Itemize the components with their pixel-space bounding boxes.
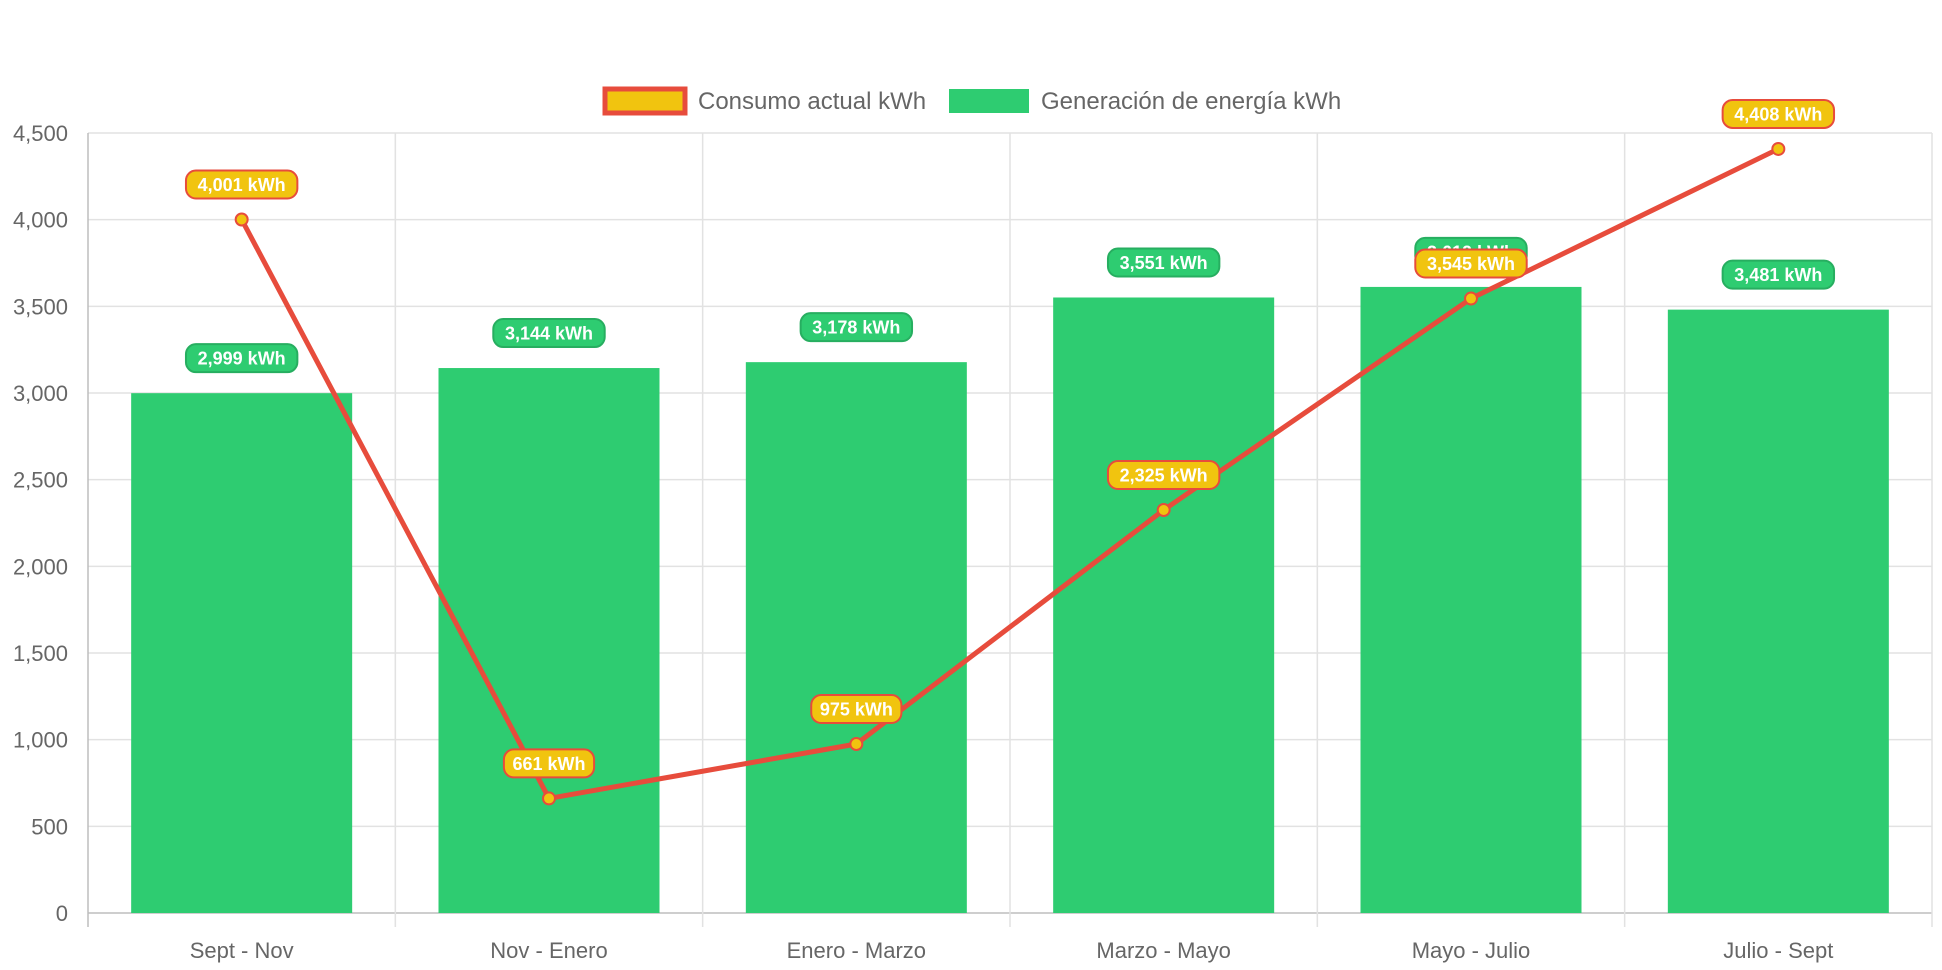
bar-data-label-bg bbox=[799, 312, 914, 343]
line-data-label: 4,408 kWh bbox=[1721, 98, 1836, 129]
line-point bbox=[1464, 291, 1478, 306]
y-tick-label: 500 bbox=[31, 814, 68, 839]
y-tick-label: 1,000 bbox=[13, 728, 68, 753]
bar-data-label-bg bbox=[1106, 247, 1221, 278]
bar-data-label: 3,144 kWh bbox=[492, 318, 606, 349]
x-tick-label: Mayo - Julio bbox=[1412, 938, 1531, 963]
y-tick-label: 3,500 bbox=[13, 294, 68, 319]
legend-swatch-generacion bbox=[949, 89, 1029, 113]
y-tick-label: 4,000 bbox=[13, 208, 68, 233]
legend-label-generacion: Generación de energía kWh bbox=[1041, 88, 1341, 115]
x-tick-label: Enero - Marzo bbox=[787, 938, 926, 963]
y-tick-label: 1,500 bbox=[13, 641, 68, 666]
line-data-label: 975 kWh bbox=[810, 694, 903, 724]
bar-data-label-text: 2,999 kWh bbox=[198, 349, 286, 369]
line-data-label-text: 661 kWh bbox=[512, 754, 585, 774]
line-data-label-text: 4,408 kWh bbox=[1734, 104, 1822, 124]
line-data-label-bg bbox=[502, 748, 596, 779]
line-data-labels: 4,001 kWh 661 kWh 975 kWh 2,325 kWh 3,545 kW… bbox=[184, 98, 1836, 779]
x-tick-label: Sept - Nov bbox=[190, 938, 294, 963]
bar bbox=[745, 362, 967, 913]
bar-data-label-bg bbox=[492, 318, 606, 349]
bar-data-label: 3,178 kWh bbox=[799, 312, 914, 343]
line-data-label-text: 3,545 kWh bbox=[1427, 254, 1515, 274]
x-tick-label: Marzo - Mayo bbox=[1096, 938, 1230, 963]
bar-data-label: 2,999 kWh bbox=[184, 343, 299, 374]
bar-data-label-text: 3,144 kWh bbox=[505, 324, 593, 344]
x-axis: Sept - Nov Nov - Enero Enero - Marzo Marzo … bbox=[190, 938, 1834, 963]
y-tick-label: 4,500 bbox=[13, 121, 68, 146]
bar bbox=[1360, 286, 1582, 913]
x-tick-label: Julio - Sept bbox=[1723, 938, 1833, 963]
legend: Consumo actual kWh Generación de energía … bbox=[602, 86, 1341, 116]
line-data-label: 661 kWh bbox=[502, 748, 596, 779]
grid bbox=[87, 132, 1933, 927]
line-data-label: 3,545 kWh bbox=[1414, 248, 1528, 279]
line-data-label-text: 4,001 kWh bbox=[198, 175, 286, 195]
y-axis: 0 500 1,000 1,500 2,000 2,500 3,000 3,500 4,000 4… bbox=[13, 121, 68, 926]
bar-data-label-text: 3,178 kWh bbox=[812, 318, 900, 338]
line-data-label-bg bbox=[810, 694, 903, 724]
line-point bbox=[542, 791, 556, 806]
bar-data-label: 3,551 kWh bbox=[1106, 247, 1221, 278]
line-point bbox=[234, 212, 249, 227]
y-tick-label: 3,000 bbox=[13, 381, 68, 406]
bars bbox=[131, 286, 1889, 913]
x-tick-label: Nov - Enero bbox=[490, 938, 607, 963]
bar bbox=[1053, 297, 1275, 913]
bar bbox=[438, 368, 660, 913]
line-data-label: 2,325 kWh bbox=[1106, 460, 1221, 490]
line-point bbox=[1771, 141, 1786, 156]
y-tick-label: 0 bbox=[56, 901, 68, 926]
legend-item-generacion: Generación de energía kWh bbox=[949, 88, 1341, 115]
line-data-label-text: 2,325 kWh bbox=[1120, 466, 1208, 486]
line-point bbox=[849, 737, 864, 751]
line-data-label-bg bbox=[1106, 460, 1221, 490]
bar-data-label-bg bbox=[184, 343, 299, 374]
bar-data-label-text: 3,551 kWh bbox=[1120, 253, 1208, 273]
y-tick-label: 2,000 bbox=[13, 554, 68, 579]
line-data-label-bg bbox=[1414, 248, 1528, 279]
legend-item-consumo: Consumo actual kWh bbox=[602, 86, 926, 116]
bar-data-label: 3,481 kWh bbox=[1721, 259, 1836, 290]
line-data-label-bg bbox=[184, 169, 299, 200]
line-point bbox=[1156, 503, 1171, 517]
bar bbox=[1667, 309, 1889, 913]
bar bbox=[131, 393, 353, 913]
bar-data-label-bg bbox=[1721, 259, 1836, 290]
line-data-label-bg bbox=[1721, 98, 1836, 129]
line-data-label: 4,001 kWh bbox=[184, 169, 299, 200]
y-tick-label: 2,500 bbox=[13, 468, 68, 493]
bar-data-label-text: 3,481 kWh bbox=[1734, 265, 1822, 285]
legend-swatch-consumo bbox=[602, 86, 688, 116]
line-data-label-text: 975 kWh bbox=[820, 700, 893, 720]
legend-label-consumo: Consumo actual kWh bbox=[698, 88, 926, 115]
